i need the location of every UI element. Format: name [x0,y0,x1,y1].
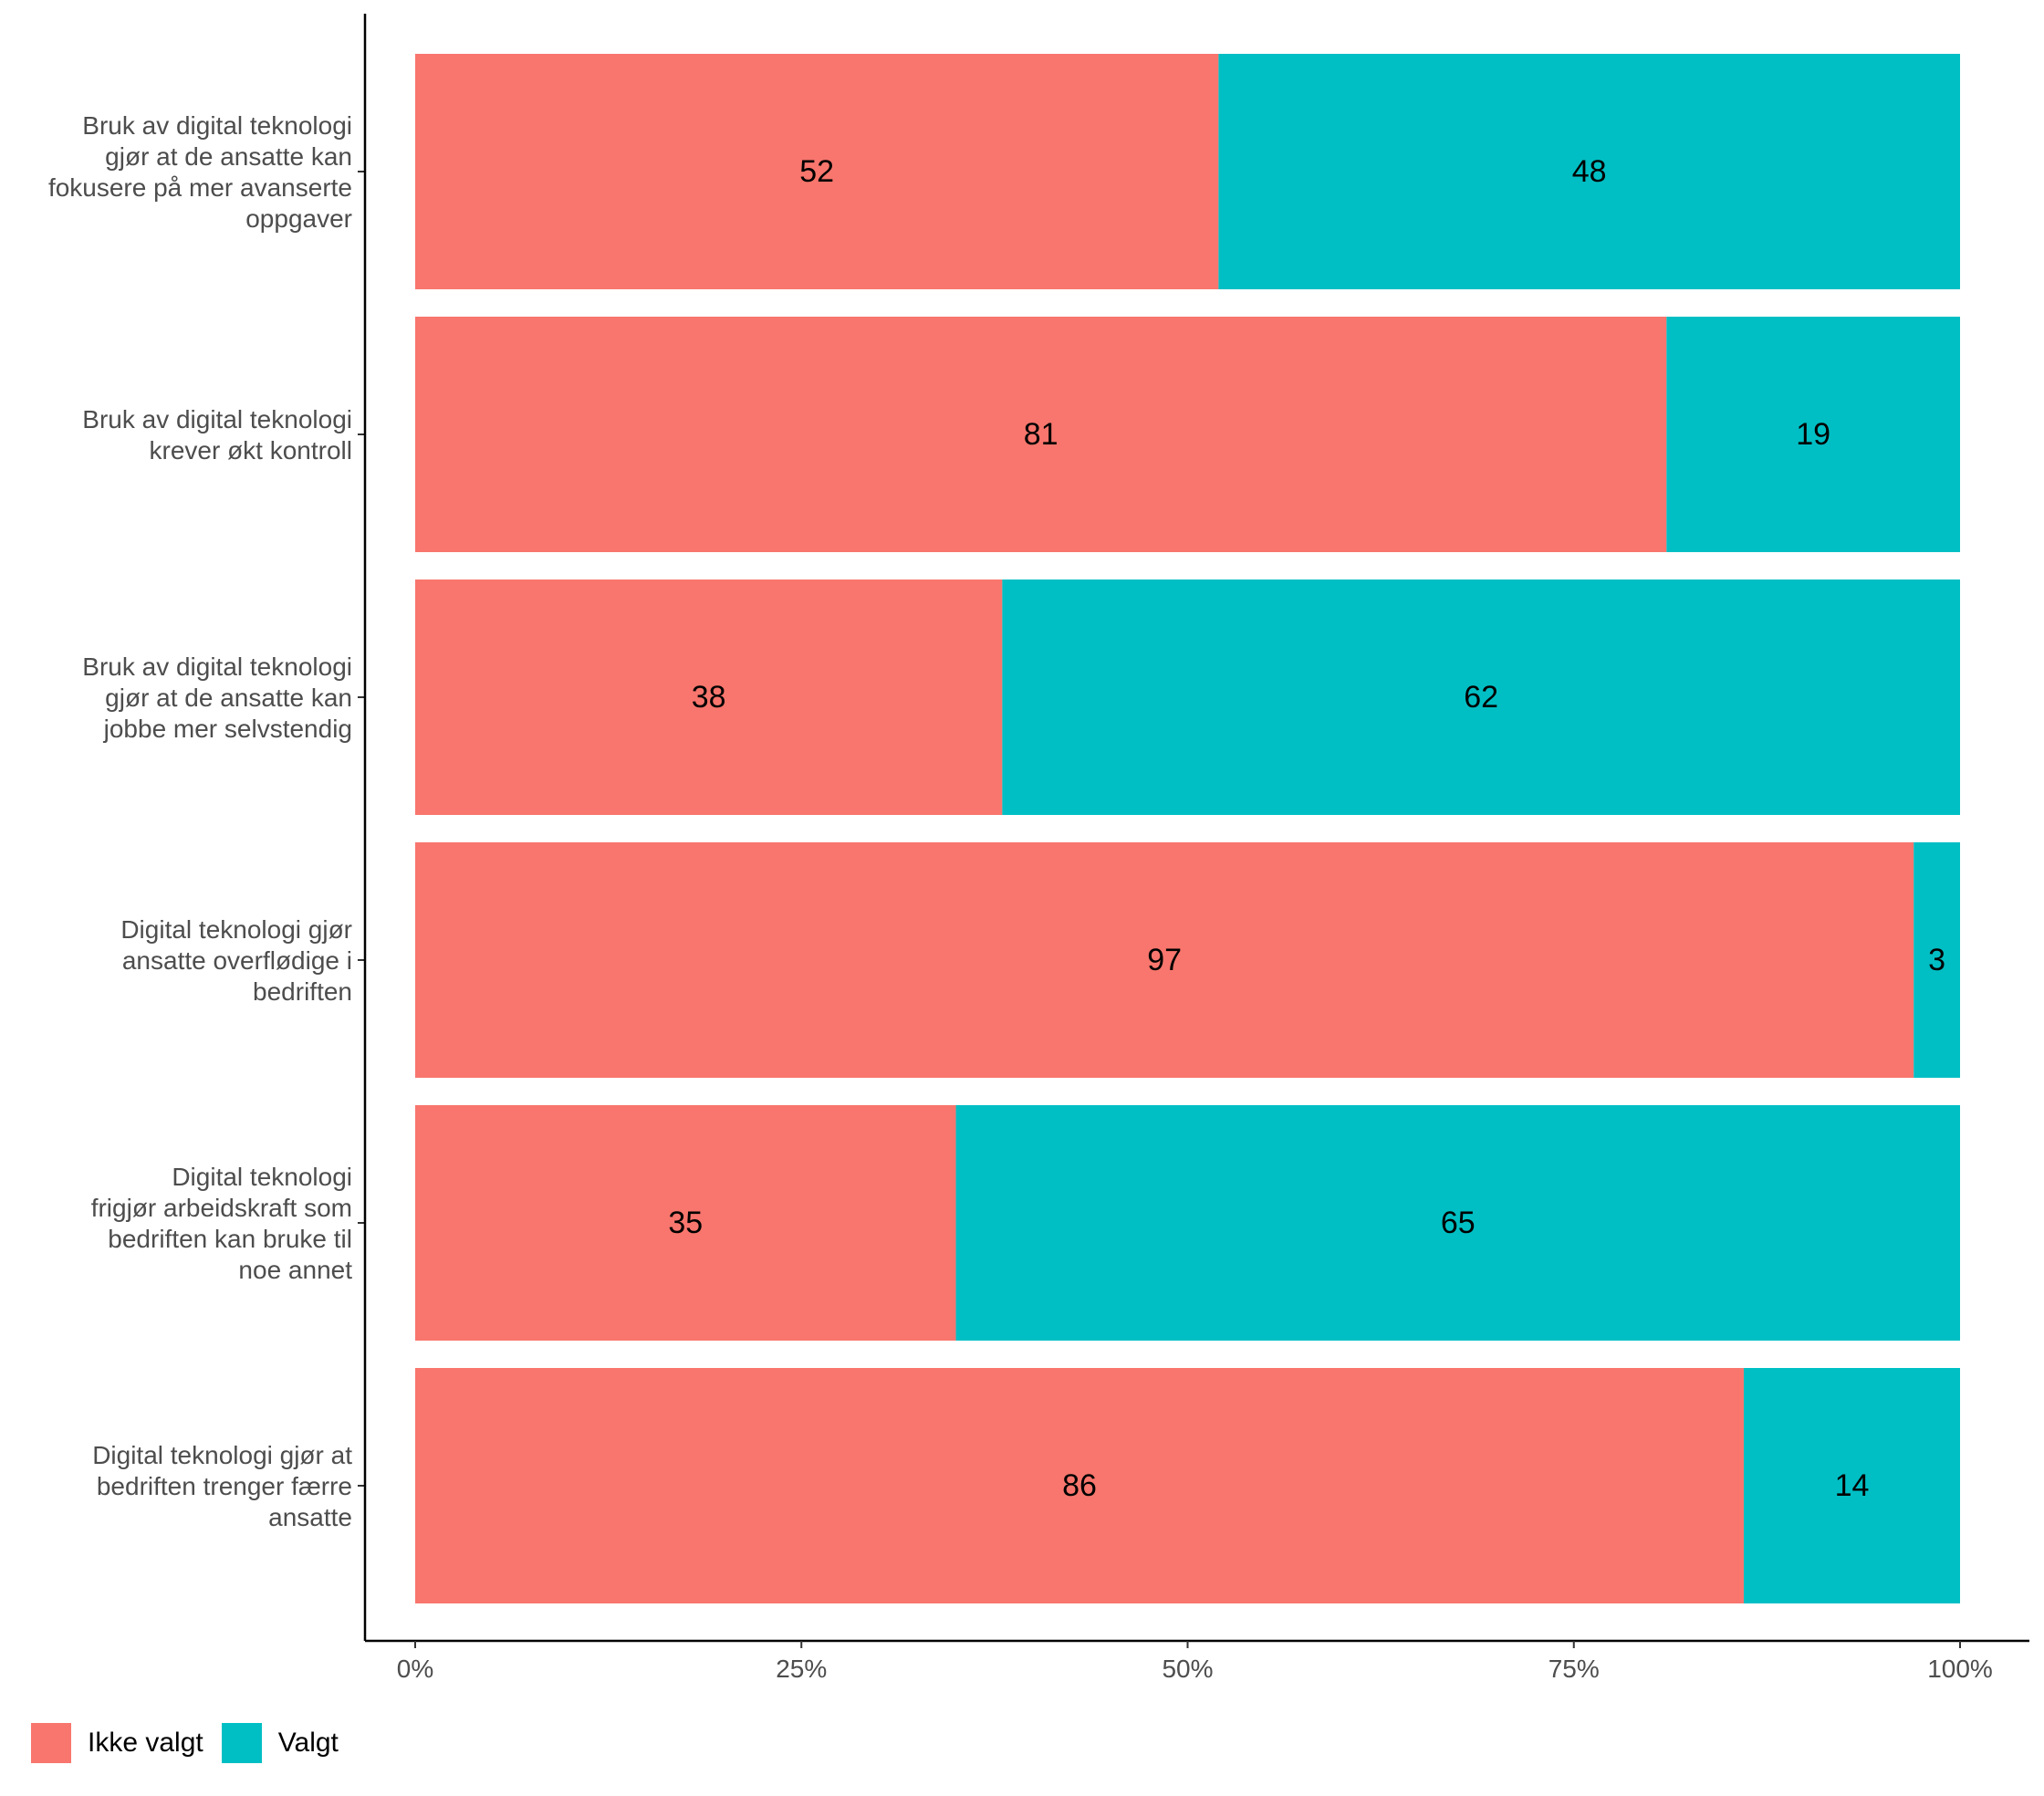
data-label-valgt-0: 48 [1572,154,1607,189]
category-label-4: Digital teknologi frigjør arbeidskraft so… [91,1163,353,1284]
category-labels: Bruk av digital teknologi gjør at de ansa… [48,111,352,1531]
axes [358,14,2029,1643]
bar-valgt-5 [1743,1368,1960,1603]
x-tick-label-1: 25% [776,1655,827,1683]
x-tick-label-2: 50% [1162,1655,1213,1683]
bar-valgt-1 [1666,317,1960,552]
bar-valgt-3 [1914,842,1960,1078]
x-tick-label-4: 100% [1927,1655,1993,1683]
legend-key-valgt [221,1723,262,1763]
bar-ikke-valgt-1 [415,317,1667,552]
data-label-ikke-valgt-5: 86 [1062,1468,1097,1503]
bar-ikke-valgt-4 [415,1105,956,1341]
x-tick-label-0: 0% [397,1655,433,1683]
data-label-valgt-4: 65 [1441,1206,1476,1240]
data-label-ikke-valgt-2: 38 [692,680,726,715]
legend-key-ikke-valgt [31,1723,71,1763]
category-label-0: Bruk av digital teknologi gjør at de ansa… [48,111,352,233]
data-label-valgt-5: 14 [1835,1468,1870,1503]
stacked-bar-chart: Bruk av digital teknologi gjør at de ansa… [48,14,2029,1683]
x-tick-label-3: 75% [1549,1655,1600,1683]
data-label-ikke-valgt-0: 52 [799,154,834,189]
legend: Ikke valgt Valgt [31,1723,357,1763]
category-label-5: Digital teknologi gjør at bedriften treng… [92,1441,352,1531]
data-label-ikke-valgt-3: 97 [1147,943,1182,977]
bars [415,54,1960,1603]
bar-valgt-4 [955,1105,1960,1341]
x-axis-ticks: 0% 25% 50% 75% 100% [397,1641,1993,1683]
bar-ikke-valgt-2 [415,580,1003,815]
bar-valgt-0 [1218,54,1960,289]
category-label-1: Bruk av digital teknologi krever økt kont… [82,405,352,465]
data-label-ikke-valgt-1: 81 [1024,417,1058,452]
category-label-2: Bruk av digital teknologi gjør at de ansa… [82,653,352,743]
legend-label-valgt: Valgt [277,1728,339,1758]
legend-item-ikke-valgt: Ikke valgt [31,1723,203,1763]
bar-ikke-valgt-5 [415,1368,1744,1603]
data-label-ikke-valgt-4: 35 [668,1206,703,1240]
data-labels: 52 48 81 19 38 62 97 3 35 65 86 14 [668,154,1945,1503]
data-label-valgt-1: 19 [1796,417,1830,452]
legend-label-ikke-valgt: Ikke valgt [88,1728,203,1758]
bar-ikke-valgt-0 [415,54,1219,289]
data-label-valgt-2: 62 [1464,680,1498,715]
bar-valgt-2 [1002,580,1960,815]
legend-item-valgt: Valgt [221,1723,339,1763]
bar-ikke-valgt-3 [415,842,1914,1078]
data-label-valgt-3: 3 [1928,943,1945,977]
category-label-3: Digital teknologi gjør ansatte overflødig… [120,915,352,1006]
